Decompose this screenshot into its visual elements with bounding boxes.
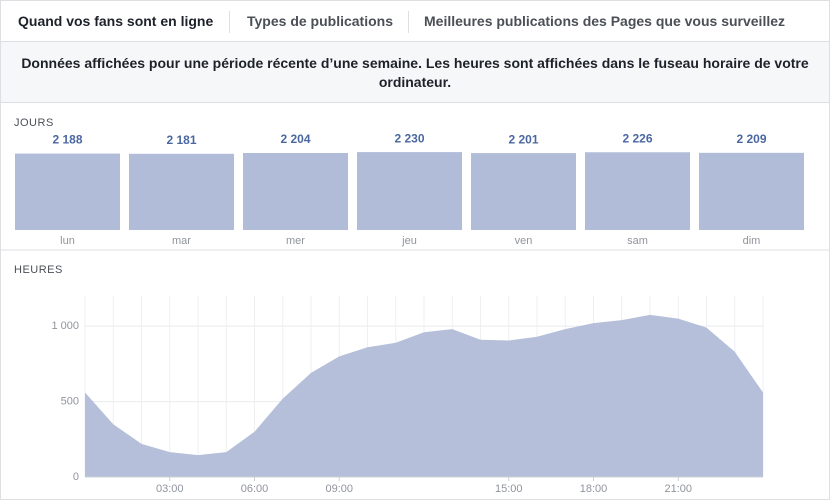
bar bbox=[585, 152, 690, 230]
section-title: JOURS bbox=[14, 117, 54, 129]
x-tick-label: jeu bbox=[401, 235, 417, 247]
bar bbox=[357, 152, 462, 230]
tab[interactable]: Meilleures publications des Pages que vo… bbox=[424, 13, 786, 29]
x-tick-label: 21:00 bbox=[664, 483, 692, 495]
x-tick-label: 06:00 bbox=[241, 483, 269, 495]
value-label: 2 209 bbox=[736, 132, 766, 146]
x-tick-label: 03:00 bbox=[156, 483, 184, 495]
value-label: 2 181 bbox=[166, 133, 196, 147]
bar bbox=[471, 153, 576, 230]
tab[interactable]: Types de publications bbox=[247, 13, 393, 29]
note: Données affichées pour une période récen… bbox=[1, 42, 829, 103]
value-label: 2 204 bbox=[280, 132, 310, 146]
y-tick-label: 1 000 bbox=[51, 320, 79, 332]
area bbox=[85, 314, 763, 477]
bar bbox=[243, 153, 348, 230]
separator bbox=[408, 11, 409, 33]
x-tick-label: ven bbox=[515, 235, 533, 247]
x-tick-label: dim bbox=[743, 235, 761, 247]
x-tick-label: mar bbox=[172, 235, 191, 247]
y-tick-label: 500 bbox=[61, 395, 79, 407]
bar bbox=[699, 152, 804, 230]
tab-bar: Quand vos fans sont en ligne Types de pu… bbox=[1, 1, 829, 42]
value-label: 2 188 bbox=[52, 133, 82, 147]
x-tick-label: 09:00 bbox=[325, 483, 353, 495]
x-tick-label: sam bbox=[627, 235, 648, 247]
x-tick-label: mer bbox=[286, 235, 305, 247]
x-tick-label: 15:00 bbox=[495, 483, 523, 495]
value-label: 2 230 bbox=[394, 131, 424, 145]
bar bbox=[15, 153, 120, 230]
section-title: HEURES bbox=[14, 264, 63, 276]
tab[interactable]: Quand vos fans sont en ligne bbox=[18, 13, 214, 29]
separator bbox=[229, 11, 230, 33]
bar bbox=[129, 153, 234, 230]
y-tick-label: 0 bbox=[73, 471, 79, 483]
x-tick-label: lun bbox=[60, 235, 75, 247]
x-tick-label: 18:00 bbox=[580, 483, 608, 495]
value-label: 2 201 bbox=[508, 132, 538, 146]
value-label: 2 226 bbox=[622, 131, 652, 145]
